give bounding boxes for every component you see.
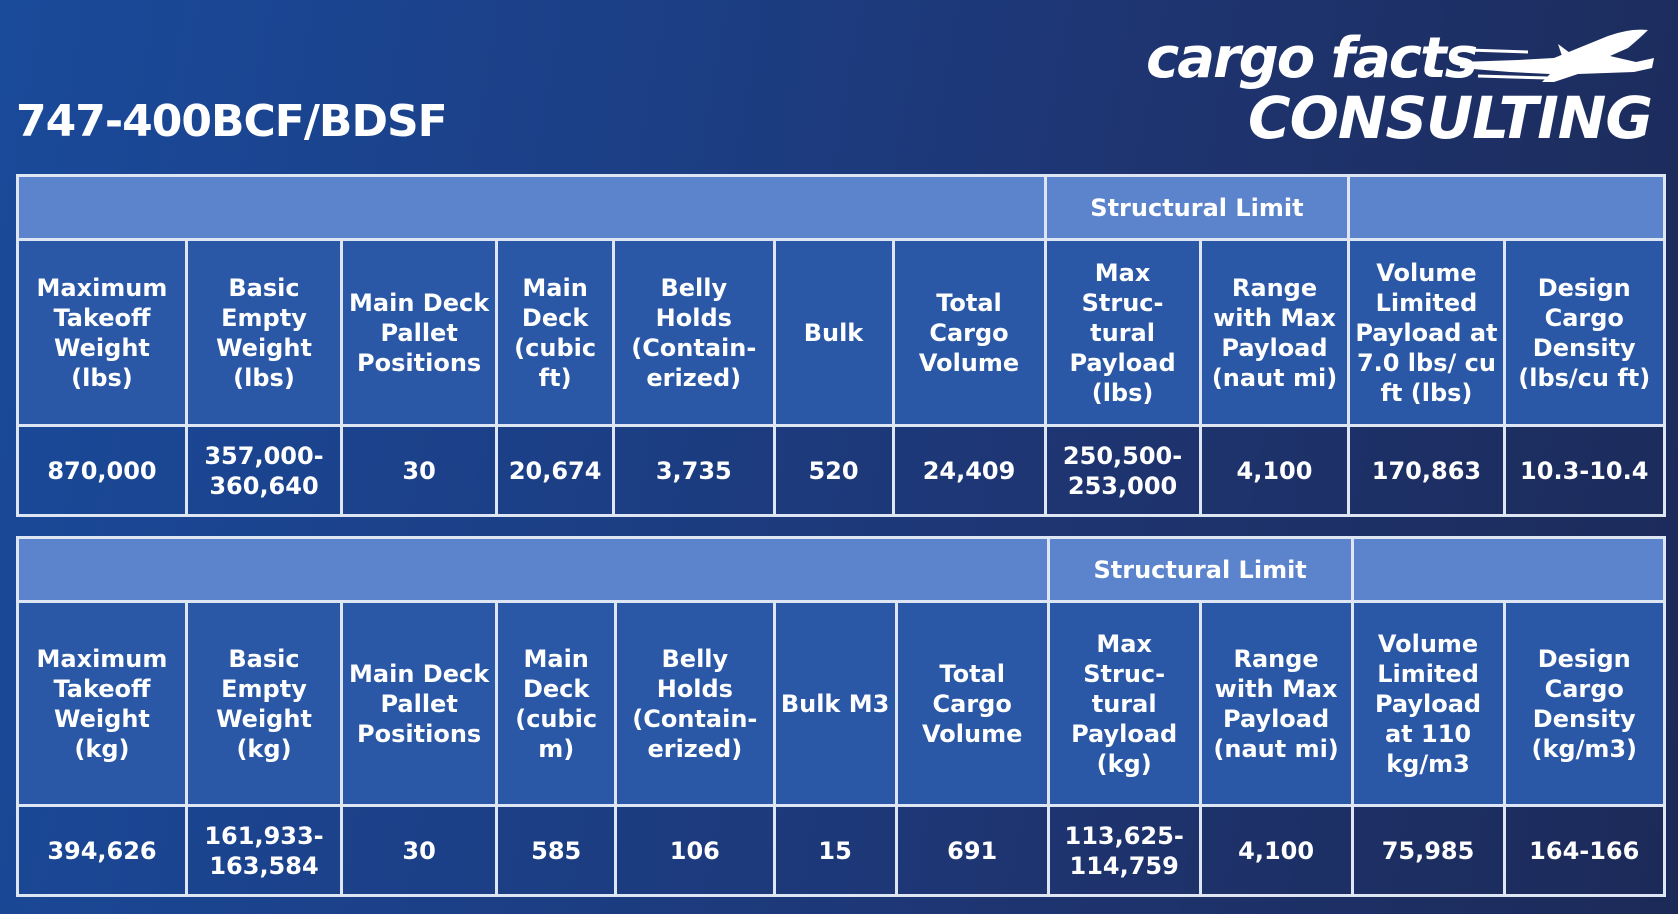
band-blank-left bbox=[16, 536, 1050, 603]
value-main-deck-pallet-positions: 30 bbox=[340, 424, 499, 517]
band-row: Structural Limit bbox=[16, 536, 1667, 603]
header-design-cargo-density: Design Cargo Density (kg/m3) bbox=[1502, 600, 1666, 807]
header-bulk: Bulk bbox=[772, 238, 895, 427]
structural-limit-label: Structural Limit bbox=[1046, 536, 1354, 603]
header-main-deck-volume: Main Deck (cubic ft) bbox=[495, 238, 616, 427]
value-total-cargo-volume: 24,409 bbox=[891, 424, 1047, 517]
header-range-max-payload: Range with Max Payload (naut mi) bbox=[1198, 238, 1351, 427]
header-row: Maximum Takeoff Weight (kg) Basic Empty … bbox=[16, 600, 1666, 807]
value-max-structural-payload: 250,500-253,000 bbox=[1043, 424, 1202, 517]
value-design-cargo-density: 164-166 bbox=[1502, 804, 1666, 897]
value-row: 394,626 161,933-163,584 30 585 106 15 69… bbox=[16, 804, 1666, 897]
header-total-cargo-volume: Total Cargo Volume bbox=[894, 600, 1050, 807]
value-volume-limited-payload: 170,863 bbox=[1347, 424, 1506, 517]
logo-line2: CONSULTING bbox=[1248, 84, 1653, 152]
header-basic-empty-weight: Basic Empty Weight (kg) bbox=[184, 600, 344, 807]
value-belly-holds: 106 bbox=[614, 804, 776, 897]
header-total-cargo-volume: Total Cargo Volume bbox=[891, 238, 1047, 427]
band-blank-right bbox=[1347, 174, 1666, 241]
value-volume-limited-payload: 75,985 bbox=[1350, 804, 1506, 897]
header-max-structural-payload: Max Struc-tural Payload (lbs) bbox=[1043, 238, 1202, 427]
value-max-takeoff-weight: 394,626 bbox=[16, 804, 188, 897]
header-main-deck-pallet-positions: Main Deck Pallet Positions bbox=[340, 600, 499, 807]
header-max-takeoff-weight: Maximum Takeoff Weight (lbs) bbox=[16, 238, 188, 427]
band-blank-right bbox=[1350, 536, 1667, 603]
header-belly-holds: Belly Holds (Contain-erized) bbox=[612, 238, 776, 427]
value-belly-holds: 3,735 bbox=[612, 424, 776, 517]
airplane-icon bbox=[1460, 29, 1654, 83]
value-bulk: 15 bbox=[772, 804, 898, 897]
header-main-deck-pallet-positions: Main Deck Pallet Positions bbox=[340, 238, 499, 427]
value-range-max-payload: 4,100 bbox=[1198, 804, 1354, 897]
header-bulk: Bulk M3 bbox=[772, 600, 898, 807]
logo-line1: cargo facts bbox=[1146, 26, 1478, 91]
value-main-deck-pallet-positions: 30 bbox=[340, 804, 499, 897]
band-row: Structural Limit bbox=[16, 174, 1666, 241]
header-belly-holds: Belly Holds (Contain-erized) bbox=[614, 600, 776, 807]
value-total-cargo-volume: 691 bbox=[894, 804, 1050, 897]
imperial-spec-table: Structural Limit Maximum Takeoff Weight … bbox=[16, 174, 1666, 517]
value-main-deck-volume: 585 bbox=[495, 804, 618, 897]
value-max-structural-payload: 113,625-114,759 bbox=[1046, 804, 1202, 897]
structural-limit-label: Structural Limit bbox=[1043, 174, 1351, 241]
header-max-structural-payload: Max Struc-tural Payload (kg) bbox=[1046, 600, 1202, 807]
band-blank-left bbox=[16, 174, 1047, 241]
header-main-deck-volume: Main Deck (cubic m) bbox=[495, 600, 618, 807]
value-basic-empty-weight: 161,933-163,584 bbox=[184, 804, 344, 897]
value-row: 870,000 357,000-360,640 30 20,674 3,735 … bbox=[16, 424, 1666, 517]
header-design-cargo-density: Design Cargo Density (lbs/cu ft) bbox=[1502, 238, 1666, 427]
header-max-takeoff-weight: Maximum Takeoff Weight (kg) bbox=[16, 600, 188, 807]
metric-spec-table: Structural Limit Maximum Takeoff Weight … bbox=[16, 536, 1667, 897]
header-basic-empty-weight: Basic Empty Weight (lbs) bbox=[184, 238, 344, 427]
value-basic-empty-weight: 357,000-360,640 bbox=[184, 424, 344, 517]
value-range-max-payload: 4,100 bbox=[1198, 424, 1351, 517]
header-row: Maximum Takeoff Weight (lbs) Basic Empty… bbox=[16, 238, 1666, 427]
page-title: 747-400BCF/BDSF bbox=[16, 96, 448, 147]
cargo-facts-logo: cargo facts CONSULTING bbox=[1140, 26, 1670, 156]
value-main-deck-volume: 20,674 bbox=[495, 424, 616, 517]
value-design-cargo-density: 10.3-10.4 bbox=[1502, 424, 1666, 517]
value-bulk: 520 bbox=[772, 424, 895, 517]
header-range-max-payload: Range with Max Payload (naut mi) bbox=[1198, 600, 1354, 807]
header-volume-limited-payload: Volume Limited Payload at 7.0 lbs/ cu ft… bbox=[1347, 238, 1506, 427]
header-volume-limited-payload: Volume Limited Payload at 110 kg/m3 bbox=[1350, 600, 1506, 807]
value-max-takeoff-weight: 870,000 bbox=[16, 424, 188, 517]
